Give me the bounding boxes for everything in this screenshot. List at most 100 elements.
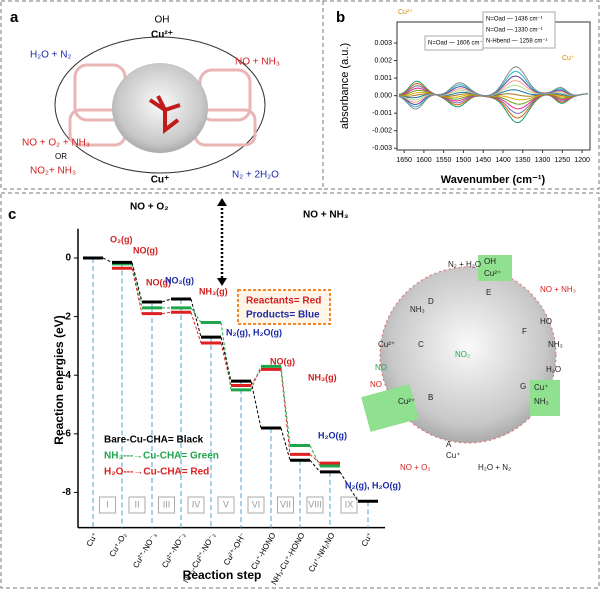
annotation: N=Oad — 1330 cm⁻¹ bbox=[486, 28, 543, 34]
cycle-label: N₂ + H₂O bbox=[448, 260, 481, 269]
cycle-label: NH₃ bbox=[534, 397, 549, 406]
species-label: NH₃(g) bbox=[308, 372, 337, 382]
cycle-label: B bbox=[428, 393, 433, 402]
panel-b-frame bbox=[322, 0, 600, 190]
connector bbox=[131, 262, 143, 303]
step-box bbox=[306, 496, 324, 514]
header: NO + NH₃ bbox=[303, 210, 349, 221]
connector bbox=[309, 445, 321, 467]
x-tick-label: 1650 bbox=[396, 157, 412, 164]
y-tick-label: -4 bbox=[62, 370, 71, 381]
species-label: NO(g) bbox=[133, 245, 158, 255]
x-tick-label: Cu⁺-HONO bbox=[249, 531, 277, 571]
y-tick-label: 0 bbox=[65, 253, 71, 264]
step-number: VII bbox=[280, 499, 291, 509]
step-number: II bbox=[134, 499, 139, 509]
species: NO + O₂ + NH₃ bbox=[22, 138, 90, 149]
x-tick-label: Cu⁺ bbox=[360, 531, 375, 548]
cycle-label: H₂O bbox=[546, 365, 561, 374]
cycle-label: NH₃ bbox=[548, 340, 563, 349]
step-box bbox=[158, 496, 175, 514]
connector bbox=[280, 369, 291, 455]
y-tick-label: -6 bbox=[62, 428, 71, 439]
step-box bbox=[340, 496, 358, 514]
species-label: NO(g) bbox=[146, 277, 171, 287]
step-number: III bbox=[163, 499, 171, 509]
cycle bbox=[379, 266, 557, 444]
x-tick-label: Cu²⁺-OH⁻ bbox=[222, 531, 248, 567]
cycle-label: NO + O₂ bbox=[400, 463, 430, 472]
cycle-label: OH bbox=[484, 257, 496, 266]
highlight bbox=[530, 380, 560, 416]
species: N₂ + 2H₂O bbox=[232, 170, 279, 181]
connector bbox=[220, 322, 232, 390]
step-box bbox=[187, 496, 205, 514]
cycle-label: NH₃ bbox=[410, 305, 425, 314]
x-tick-label: 1450 bbox=[475, 157, 491, 164]
legend-entry: NH₃---→Cu-CHA= Green bbox=[104, 451, 219, 462]
connector bbox=[309, 453, 321, 464]
annotation: N=Oad — 1606 cm⁻¹ bbox=[428, 41, 485, 47]
x-tick-label: 1200 bbox=[574, 157, 590, 164]
y-tick-label: -8 bbox=[62, 487, 71, 498]
species: NO₂+ NH₃ bbox=[30, 166, 76, 177]
step-box bbox=[277, 496, 294, 514]
cycle-label: Cu²⁺ bbox=[398, 397, 415, 406]
species-label: H₂O(g) bbox=[318, 430, 347, 440]
panel-b: b absorbance (a.u.) Wavenumber (cm⁻¹) Cu… bbox=[336, 9, 591, 186]
connector bbox=[280, 366, 291, 446]
annotation: N-Hbend — 1258 cm⁻¹ bbox=[486, 39, 548, 45]
step-number: IX bbox=[345, 499, 354, 509]
y-tick-label: -0.001 bbox=[372, 110, 392, 117]
species-label: N₂(g), H₂O(g) bbox=[226, 327, 282, 337]
species-label: NO(g) bbox=[270, 356, 295, 366]
panel-c-frame bbox=[0, 192, 600, 589]
step-box bbox=[247, 496, 265, 514]
step-number: I bbox=[106, 499, 109, 509]
step-number: VIII bbox=[308, 499, 322, 509]
y-tick-label: -2 bbox=[62, 311, 71, 322]
connector bbox=[339, 471, 359, 502]
cycle-label: Cu⁺ bbox=[534, 383, 548, 392]
species-label: N₂(g), H₂O(g) bbox=[345, 480, 401, 490]
panel-label: c bbox=[8, 206, 16, 223]
species-label: NO₂(g) bbox=[165, 275, 194, 285]
species-label: NH₃(g) bbox=[199, 286, 228, 296]
cycle-label: Cu²⁺ bbox=[484, 269, 501, 278]
x-tick-label: Cu²⁺-NO⁻₂ bbox=[160, 531, 187, 569]
spectrum-curve bbox=[398, 66, 589, 110]
step-box bbox=[99, 496, 116, 514]
x-axis-label: Wavenumber (cm⁻¹) bbox=[441, 174, 546, 186]
key-text: Reactants= Red bbox=[246, 296, 321, 307]
connector bbox=[190, 298, 202, 338]
species: H₂O + N₂ bbox=[30, 50, 72, 61]
x-tick-label: Cu⁺-NH₂NO bbox=[307, 531, 337, 573]
x-tick-label: Cu⁺-O₂ bbox=[108, 531, 129, 558]
cycle-label: D bbox=[428, 297, 434, 306]
y-tick-label: -0.003 bbox=[372, 145, 392, 152]
cycle-label: NO₂ bbox=[455, 350, 470, 359]
or-label: OR bbox=[55, 152, 67, 161]
y-tick-label: 0.001 bbox=[374, 75, 392, 82]
step-number: VI bbox=[252, 499, 261, 509]
connector bbox=[131, 268, 143, 314]
legend-entry: Bare-Cu-CHA= Black bbox=[104, 435, 204, 446]
panel-a: a OH Cu²⁺ H₂O + N₂ NO + NH₃ NO + O₂ + NH… bbox=[10, 9, 280, 186]
connector bbox=[250, 369, 262, 386]
connector bbox=[161, 298, 172, 303]
x-tick-label: 1250 bbox=[555, 157, 571, 164]
cycle-label: Cu⁺ bbox=[446, 451, 460, 460]
x-tick-label: 1550 bbox=[436, 157, 452, 164]
x-tick-label: 1400 bbox=[495, 157, 511, 164]
cycle-label: NO + NH₃ bbox=[540, 285, 576, 294]
cycle-label: E bbox=[486, 288, 491, 297]
panel-label: a bbox=[10, 9, 19, 26]
step-box bbox=[128, 496, 146, 514]
cycle-label: G bbox=[520, 382, 526, 391]
connector bbox=[250, 380, 262, 429]
species: NO + NH₃ bbox=[235, 57, 280, 68]
x-tick-label: Cu⁺ bbox=[85, 531, 100, 548]
y-tick-label: -0.002 bbox=[372, 128, 392, 135]
